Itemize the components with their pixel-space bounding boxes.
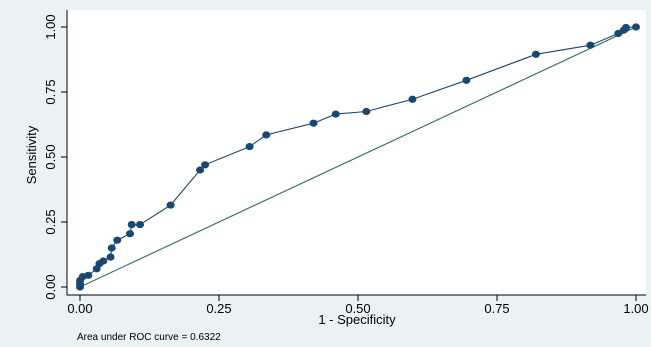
y-tick-label: 1.00 [43, 14, 58, 39]
axes: 0.00 0.25 0.50 0.75 1.00 0.00 0.25 0.50 0.75 1.00 [43, 10, 649, 316]
roc-point [201, 161, 210, 169]
roc-point [331, 110, 340, 118]
roc-point [408, 95, 417, 103]
y-tick-label: 0.75 [43, 79, 58, 104]
roc-point [107, 244, 116, 252]
roc-point [127, 221, 136, 229]
roc-point [262, 131, 271, 139]
roc-point [99, 257, 108, 265]
reference-line-layer [79, 26, 637, 288]
roc-point [309, 119, 318, 127]
roc-point [136, 221, 145, 229]
roc-point [113, 236, 122, 244]
x-tick-label: 1.00 [623, 301, 648, 316]
y-tick-label: 0.00 [43, 274, 58, 299]
y-tick-label: 0.25 [43, 209, 58, 234]
reference-line [79, 26, 637, 288]
roc-point [84, 271, 93, 279]
y-tick-label: 0.50 [43, 144, 58, 169]
roc-point [106, 253, 115, 261]
roc-point [196, 166, 205, 174]
roc-point [632, 23, 640, 31]
roc-point [166, 201, 175, 209]
roc-point [462, 76, 471, 84]
x-tick-label: 0.75 [484, 301, 509, 316]
roc-point [362, 107, 371, 116]
x-tick-label: 0.50 [345, 301, 370, 316]
auc-note: Area under ROC curve = 0.6322 [77, 332, 221, 343]
roc-point [621, 23, 630, 32]
x-axis-title: 1 - Specificity [318, 312, 396, 327]
roc-points-layer [76, 23, 640, 291]
x-tick-label: 0.25 [206, 301, 231, 316]
roc-point [531, 50, 540, 58]
roc-point [586, 41, 595, 49]
x-tick-label: 0.00 [67, 301, 92, 316]
roc-point [126, 230, 135, 238]
y-axis-title: Sensitivity [24, 125, 39, 184]
roc-point [245, 143, 254, 151]
